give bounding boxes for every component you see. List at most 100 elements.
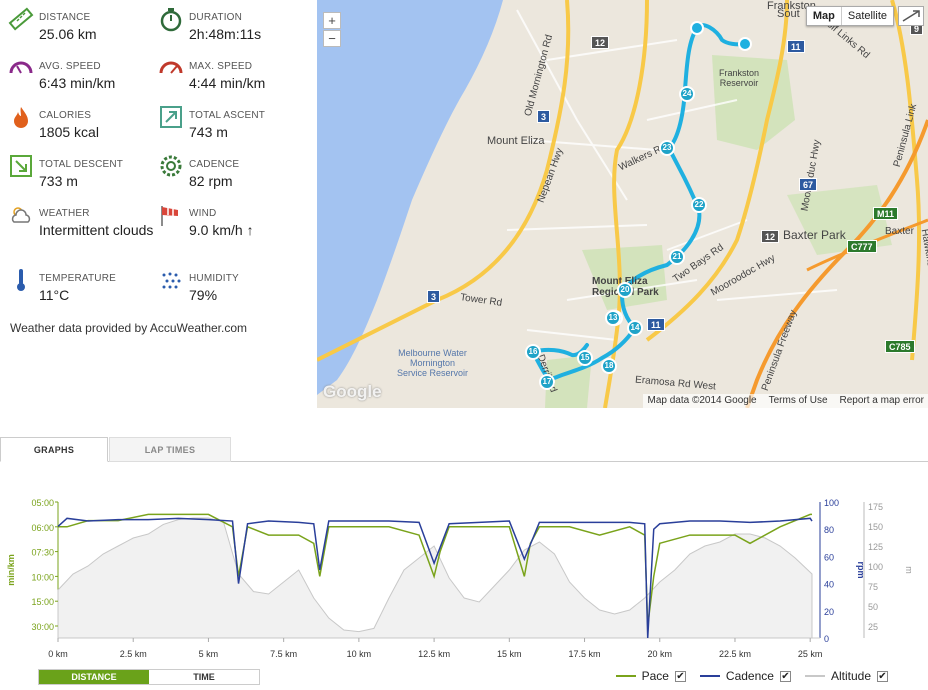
altitude-tick-label: 150 <box>868 522 883 532</box>
stat-label: DURATION <box>189 12 243 23</box>
stat-temperature: TEMPERATURE 11°C <box>0 261 150 305</box>
stat-label: AVG. SPEED <box>39 61 101 72</box>
stat-weather: WEATHER Intermittent clouds <box>0 196 153 240</box>
route-marker[interactable]: 14 <box>627 320 643 336</box>
x-tick-label: 5 km <box>199 649 219 659</box>
view-tabs: GRAPHS LAP TIMES <box>0 437 928 462</box>
stat-label: CALORIES <box>39 110 92 121</box>
route-marker[interactable]: 23 <box>659 140 675 156</box>
report-map-error-link[interactable]: Report a map error <box>839 395 924 406</box>
stat-label: DISTANCE <box>39 12 91 23</box>
legend-swatch <box>699 675 720 677</box>
map-canvas[interactable] <box>317 0 928 408</box>
legend-label: Pace <box>641 669 669 683</box>
arrow-down-right-icon <box>10 155 32 177</box>
tab-lap-times[interactable]: LAP TIMES <box>109 437 231 462</box>
cadence-series-line <box>57 517 813 639</box>
altitude-tick-label: 175 <box>868 502 883 512</box>
route-marker[interactable]: 13 <box>605 310 621 326</box>
x-tick-label: 10 km <box>347 649 372 659</box>
terms-of-use-link[interactable]: Terms of Use <box>768 395 828 406</box>
x-tick-label: 15 km <box>497 649 522 659</box>
flame-icon <box>14 107 28 128</box>
activity-chart: 05:00 06:00 07:30 10:00 15:00 30:00 min/km 0 20 4… <box>0 490 928 665</box>
pace-tick-label: 10:00 <box>31 572 54 582</box>
legend-item-altitude[interactable]: Altitude ✔ <box>804 669 888 683</box>
route-marker[interactable]: 24 <box>679 86 695 102</box>
rain-drops-icon <box>162 272 181 289</box>
legend-item-cadence[interactable]: Cadence ✔ <box>699 669 791 683</box>
cloud-sun-icon <box>11 207 31 223</box>
stat-max-speed: MAX. SPEED 4:44 min/km <box>150 49 300 93</box>
cadence-tick-label: 40 <box>824 580 834 590</box>
stat-label: CADENCE <box>189 159 240 170</box>
thermometer-icon <box>17 269 25 291</box>
ruler-icon <box>8 7 34 31</box>
x-axis-mode-toggle: DISTANCE TIME <box>38 669 260 685</box>
stat-duration: DURATION 2h:48m:11s <box>150 0 300 44</box>
chart-svg: 05:00 06:00 07:30 10:00 15:00 30:00 min/km 0 20 4… <box>6 498 914 659</box>
route-marker[interactable]: 17 <box>539 374 555 390</box>
legend-checkbox[interactable]: ✔ <box>674 670 686 682</box>
road-shield: 12 <box>591 36 610 49</box>
cadence-tick-label: 80 <box>824 525 834 535</box>
route-map[interactable]: Frankston Sout Golf Links Rd Frankston Re… <box>317 0 928 408</box>
legend-label: Altitude <box>830 669 871 683</box>
windsock-icon <box>161 206 178 226</box>
road-shield: 11 <box>647 318 665 331</box>
time-mode-button[interactable]: TIME <box>149 670 259 684</box>
road-shield: 67 <box>799 178 818 191</box>
stat-label: TOTAL DESCENT <box>39 159 124 170</box>
x-tick-label: 0 km <box>48 649 68 659</box>
x-tick-label: 25 km <box>798 649 823 659</box>
fullscreen-button[interactable] <box>898 6 924 26</box>
altitude-tick-label: 25 <box>868 622 878 632</box>
altitude-tick-label: 50 <box>868 602 878 612</box>
chart-legend: Pace ✔ Cadence ✔ Altitude ✔ <box>615 669 888 683</box>
tab-graphs[interactable]: GRAPHS <box>0 437 108 462</box>
distance-mode-button[interactable]: DISTANCE <box>39 670 149 684</box>
stat-value: 733 m <box>39 173 78 189</box>
pace-tick-label: 05:00 <box>31 498 54 508</box>
route-marker[interactable]: 21 <box>669 249 685 265</box>
legend-item-pace[interactable]: Pace ✔ <box>615 669 686 683</box>
pace-tick-label: 06:00 <box>31 523 54 533</box>
map-type-satellite-button[interactable]: Satellite <box>840 7 893 25</box>
x-tick-label: 20 km <box>647 649 672 659</box>
zoom-in-button[interactable]: + <box>323 12 341 29</box>
altitude-tick-label: 100 <box>868 562 883 572</box>
arrow-up-right-icon <box>160 106 182 128</box>
stat-total-ascent: TOTAL ASCENT 743 m <box>150 98 300 142</box>
altitude-tick-label: 125 <box>868 542 883 552</box>
map-type-control: Map Satellite <box>805 6 894 26</box>
route-marker[interactable]: 20 <box>617 282 633 298</box>
route-marker[interactable]: 16 <box>525 344 541 360</box>
stat-value: 9.0 km/h ↑ <box>189 222 254 238</box>
gauge-max-icon <box>159 61 183 74</box>
stat-humidity: HUMIDITY 79% <box>150 261 300 305</box>
legend-checkbox[interactable]: ✔ <box>779 670 791 682</box>
road-shield: 3 <box>537 110 551 123</box>
stat-value: 82 rpm <box>189 173 233 189</box>
map-type-map-button[interactable]: Map <box>812 10 835 22</box>
cadence-tick-label: 100 <box>824 498 839 508</box>
stat-wind: WIND 9.0 km/h ↑ <box>150 196 300 240</box>
weather-provider-note: Weather data provided by AccuWeather.com <box>10 321 248 335</box>
zoom-out-button[interactable]: − <box>323 30 341 47</box>
pace-axis-label: min/km <box>6 554 16 586</box>
gear-icon <box>160 155 182 177</box>
stat-value: 4:44 min/km <box>189 75 266 91</box>
legend-checkbox[interactable]: ✔ <box>877 670 888 682</box>
stat-value: 11°C <box>39 287 70 303</box>
road-shield: 11 <box>787 40 805 53</box>
legend-swatch <box>804 675 825 677</box>
route-marker[interactable]: 15 <box>577 350 593 366</box>
stat-total-descent: TOTAL DESCENT 733 m <box>0 147 150 191</box>
stat-avg-speed: AVG. SPEED 6:43 min/km <box>0 49 150 93</box>
fullscreen-icon <box>902 10 920 22</box>
route-marker[interactable]: 18 <box>601 358 617 374</box>
map-footer: Map data ©2014 Google Terms of Use Repor… <box>643 394 928 408</box>
stat-label: TEMPERATURE <box>39 273 117 284</box>
route-marker[interactable]: 22 <box>691 197 707 213</box>
altitude-axis-label: m <box>904 566 914 574</box>
